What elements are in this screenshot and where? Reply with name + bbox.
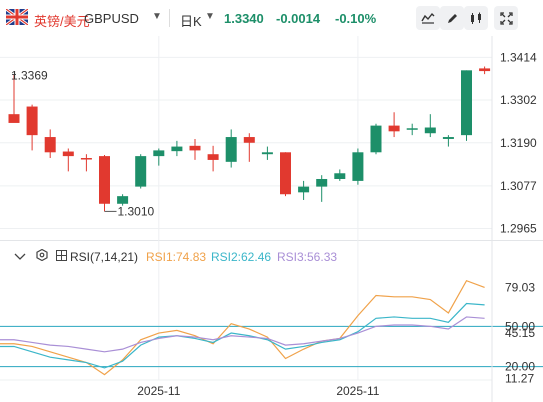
collapse-eye-icon[interactable]	[14, 251, 26, 261]
candle-body[interactable]	[189, 145, 201, 151]
last-price: 1.3340	[224, 11, 264, 26]
pair-name: 英镑/美元	[34, 14, 90, 29]
candle-body[interactable]	[298, 186, 310, 193]
rsi-y-tick-label: 11.27	[505, 371, 534, 385]
y-tick-label: 1.3190	[500, 136, 537, 150]
candle-body[interactable]	[316, 178, 328, 187]
candle-body[interactable]	[479, 68, 491, 72]
timeframe-dropdown-icon[interactable]: ▼	[205, 11, 215, 22]
candle-body[interactable]	[171, 146, 183, 152]
y-tick-label: 1.3302	[500, 93, 537, 107]
header-divider	[169, 9, 170, 27]
timeframe-selector[interactable]: 日K	[180, 14, 202, 29]
symbol-dropdown-icon[interactable]: ▼	[152, 11, 162, 22]
fullscreen-icon	[499, 11, 513, 25]
rsi-legend-title: RSI(7,14,21)	[70, 250, 139, 264]
candle-body[interactable]	[26, 106, 38, 136]
candle-body[interactable]	[225, 137, 237, 162]
candle-body[interactable]	[406, 128, 418, 130]
candle-body[interactable]	[8, 114, 20, 123]
candle-body[interactable]	[117, 196, 129, 204]
rsi1-legend: RSI1:74.83	[146, 250, 207, 264]
candle-body[interactable]	[261, 152, 273, 155]
rsi3-legend: RSI3:56.33	[277, 250, 338, 264]
indicator-icon	[421, 12, 435, 24]
candle-body[interactable]	[135, 156, 147, 187]
rsi-y-tick-label: 50.00	[505, 319, 535, 333]
draw-button[interactable]	[440, 6, 464, 30]
x-tick-label: 2025-11	[137, 384, 180, 398]
rsi-series-line	[0, 316, 485, 353]
indicator-settings-icon[interactable]	[36, 249, 48, 261]
candle-body[interactable]	[334, 173, 346, 179]
high-annotation: 1.3369	[11, 69, 48, 83]
price-change-percent: -0.10%	[335, 11, 377, 26]
price-change: -0.0014	[276, 11, 321, 26]
candle-body[interactable]	[80, 158, 92, 160]
rsi-y-tick-label: 20.00	[505, 360, 535, 374]
candle-body[interactable]	[352, 152, 364, 181]
candle-body[interactable]	[280, 152, 291, 195]
rsi-series-line	[0, 302, 485, 369]
candle-body[interactable]	[461, 70, 472, 136]
x-tick-label: 2025-11	[336, 384, 379, 398]
chart-header: 英镑/美元 GBPUSD ▼ 日K ▼ 1.3340 -0.0014 -0.10…	[0, 0, 543, 36]
low-annotation: 1.3010	[118, 204, 155, 218]
y-tick-label: 1.2965	[500, 222, 537, 236]
candle-body[interactable]	[424, 127, 436, 134]
settings-button[interactable]	[464, 6, 488, 30]
candle-body[interactable]	[62, 151, 74, 157]
rsi-y-tick-label: 79.03	[505, 280, 535, 294]
currency-pair-flag-icon	[6, 9, 28, 25]
candlestick-chart[interactable]: 1.3414 1.3302 1.3190 1.3077 1.2965 1.3369 1.3…	[0, 36, 543, 240]
settings-icon	[471, 12, 481, 24]
rsi2-legend: RSI2:62.46	[211, 250, 272, 264]
symbol-selector[interactable]: GBPUSD	[84, 11, 139, 26]
candle-body[interactable]	[442, 137, 454, 139]
candle-body[interactable]	[243, 137, 255, 143]
indicator-grid-icon[interactable]	[56, 250, 67, 261]
candle-body[interactable]	[370, 125, 382, 153]
candle-body[interactable]	[44, 137, 56, 153]
candle-body[interactable]	[99, 156, 110, 204]
candle-body[interactable]	[388, 125, 400, 132]
y-tick-label: 1.3077	[500, 179, 537, 193]
rsi-y-tick-label: 45.15	[505, 326, 535, 340]
candle-body[interactable]	[153, 150, 165, 157]
rsi-series-line	[0, 279, 485, 376]
draw-icon	[447, 13, 457, 23]
candle-body[interactable]	[207, 154, 219, 160]
y-tick-label: 1.3414	[500, 50, 537, 64]
indicator-button[interactable]	[416, 6, 440, 30]
fullscreen-button[interactable]	[494, 6, 518, 30]
